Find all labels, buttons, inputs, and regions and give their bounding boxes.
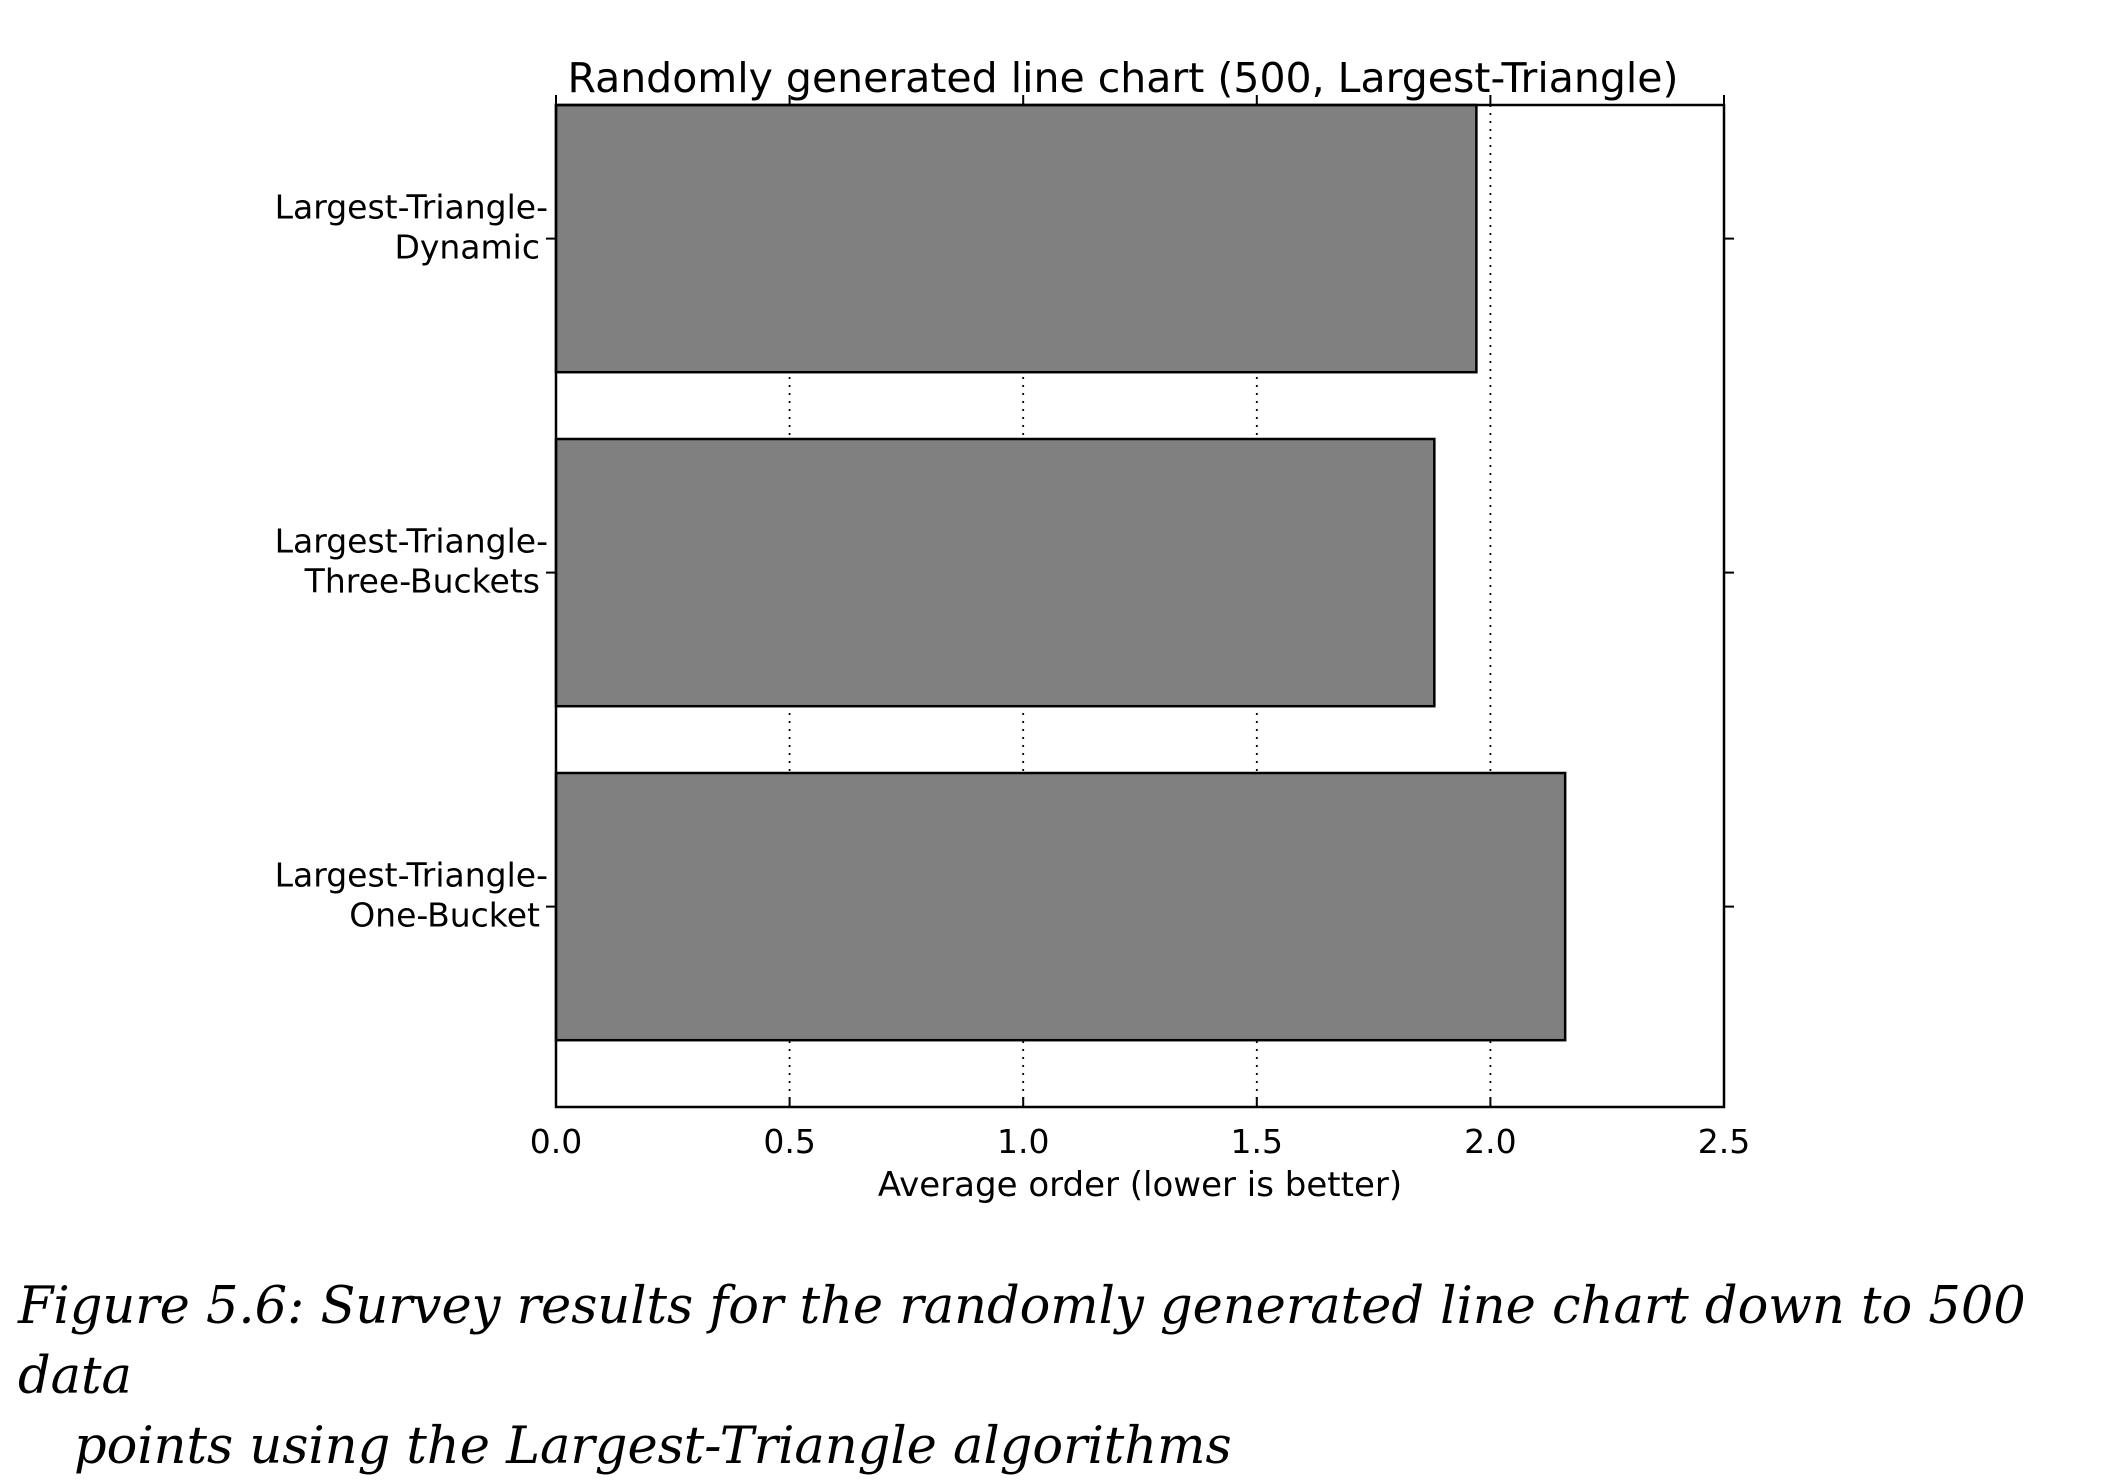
x-tick-label: 1.0 <box>997 1122 1049 1161</box>
plot-frame <box>554 103 1726 1109</box>
y-tick-labels: Largest-Triangle-Dynamic Largest-Triangle… <box>275 188 548 935</box>
x-tick-label: 2.5 <box>1698 1122 1750 1161</box>
bar <box>554 103 1478 374</box>
x-tick-label: 1.5 <box>1231 1122 1283 1161</box>
caption-line-1: Figure 5.6: Survey results for the rando… <box>18 1277 2026 1406</box>
axes <box>554 103 1726 1109</box>
figure-caption: Figure 5.6: Survey results for the rando… <box>18 1272 2108 1482</box>
x-tick-label: 0.0 <box>530 1122 582 1161</box>
bar-chart: Randomly generated line chart (500, Larg… <box>275 54 1751 1205</box>
y-tick-label: Largest-Triangle-Dynamic <box>275 188 548 267</box>
bar <box>554 771 1567 1042</box>
y-tick-label: Largest-Triangle-Three-Buckets <box>275 522 548 601</box>
ticks <box>546 95 1734 1107</box>
y-tick-label: Largest-Triangle-One-Bucket <box>275 856 548 935</box>
x-axis-label: Average order (lower is better) <box>878 1165 1402 1205</box>
bars <box>554 103 1567 1042</box>
x-tick-label: 2.0 <box>1464 1122 1516 1161</box>
x-tick-labels: 0.0 0.5 1.0 1.5 2.0 2.5 <box>530 1122 1750 1161</box>
x-tick-label: 0.5 <box>763 1122 815 1161</box>
caption-line-2: points using the Largest-Triangle algori… <box>74 1417 1232 1476</box>
chart-title: Randomly generated line chart (500, Larg… <box>567 54 1678 102</box>
bar <box>554 437 1436 708</box>
